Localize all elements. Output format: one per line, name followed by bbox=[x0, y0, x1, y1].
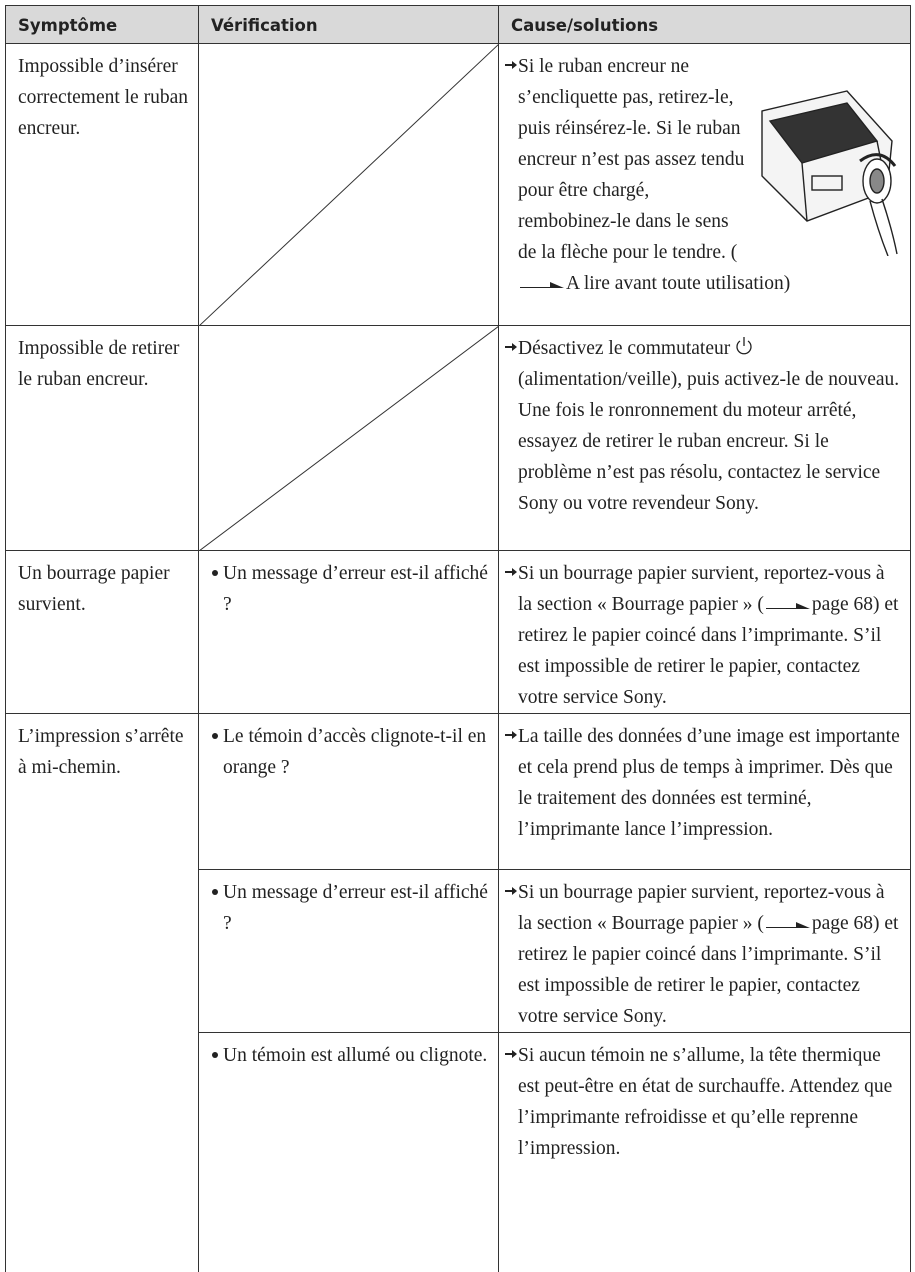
cause: Si un bourrage papier survient, reportez… bbox=[498, 869, 911, 1033]
header-cell: Cause/solutions bbox=[498, 5, 911, 44]
header-row: Symptôme Vérification Cause/solutions bbox=[5, 5, 911, 44]
cause: Si un bourrage papier survient, reportez… bbox=[498, 550, 911, 714]
reference-arrow bbox=[520, 279, 564, 291]
power-icon bbox=[736, 337, 752, 355]
row: Impossible de retirer le ruban encreur. … bbox=[5, 325, 911, 551]
header-cell: Vérification bbox=[198, 5, 499, 44]
cause-text: page 68) et retirez le papier coincé dan… bbox=[518, 594, 899, 708]
row: Un bourrage papier survient. Un message … bbox=[5, 550, 911, 714]
cause-text: Désactivez le commutateur bbox=[518, 338, 731, 359]
symptom: Impossible d’insérer correctement le rub… bbox=[5, 43, 199, 326]
cause: Si le ruban encreur ne s’encliquette pas… bbox=[498, 43, 911, 326]
row: Un témoin est allumé ou clignote. Si auc… bbox=[6, 1032, 911, 1272]
check-empty bbox=[198, 43, 499, 326]
arrow-icon bbox=[505, 59, 517, 71]
cause-text: A lire avant toute utilisation) bbox=[566, 273, 791, 294]
cause-text: La taille des données d’une image est im… bbox=[518, 726, 900, 840]
check: Un témoin est allumé ou clignote. bbox=[198, 1032, 499, 1272]
row: Impossible d’insérer correctement le rub… bbox=[5, 43, 911, 326]
cause-text: Si un bourrage papier survient, reportez… bbox=[518, 563, 885, 615]
check-empty bbox=[198, 325, 499, 551]
check-text: Un témoin est allumé ou clignote. bbox=[223, 1045, 488, 1066]
cause-text: Si un bourrage papier survient, reportez… bbox=[518, 882, 885, 934]
arrow-icon bbox=[505, 1048, 517, 1060]
ribbon-illustration bbox=[761, 90, 898, 256]
header-cell: Symptôme bbox=[5, 5, 199, 44]
arrow-icon bbox=[505, 729, 517, 741]
check: Un message d’erreur est-il affiché ? bbox=[198, 869, 499, 1033]
arrow-icon bbox=[505, 885, 517, 897]
cause: Si aucun témoin ne s’allume, la tête the… bbox=[498, 1032, 911, 1272]
bullet bbox=[212, 570, 218, 576]
check-text: Un message d’erreur est-il affiché ? bbox=[223, 563, 488, 615]
cause-text: (alimentation/veille), puis activez-le d… bbox=[518, 369, 900, 514]
cause-text: Si aucun témoin ne s’allume, la tête the… bbox=[518, 1045, 893, 1159]
cause-text: Si le ruban encreur ne s’encliquette pas… bbox=[518, 56, 745, 263]
symptom: Un bourrage papier survient. bbox=[5, 550, 199, 714]
cause: Désactivez le commutateur (alimentation/… bbox=[498, 325, 911, 551]
row: L’impression s’arrête à mi-chemin. Le té… bbox=[5, 713, 911, 1272]
symptom: L’impression s’arrête à mi-chemin. bbox=[5, 713, 199, 1272]
check-text: Un message d’erreur est-il affiché ? bbox=[223, 882, 488, 934]
cause-text: page 68) et retirez le papier coincé dan… bbox=[518, 913, 899, 1027]
check-text: Le témoin d’accès clignote-t-il en orang… bbox=[223, 726, 487, 778]
arrow-icon bbox=[505, 341, 517, 353]
arrow-icon bbox=[505, 566, 517, 578]
diagonal bbox=[199, 326, 499, 551]
bullet bbox=[212, 889, 218, 895]
cause: La taille des données d’une image est im… bbox=[498, 713, 911, 870]
bullet bbox=[212, 1052, 218, 1058]
diagonal bbox=[199, 44, 499, 326]
reference-arrow bbox=[766, 600, 810, 612]
reference-arrow bbox=[766, 919, 810, 931]
check: Un message d’erreur est-il affiché ? bbox=[198, 550, 499, 714]
symptom: Impossible de retirer le ruban encreur. bbox=[5, 325, 199, 551]
bullet bbox=[212, 733, 218, 739]
check: Le témoin d’accès clignote-t-il en orang… bbox=[198, 713, 499, 870]
troubleshooting-table: Symptôme Vérification Cause/solutions Im… bbox=[5, 5, 911, 1272]
